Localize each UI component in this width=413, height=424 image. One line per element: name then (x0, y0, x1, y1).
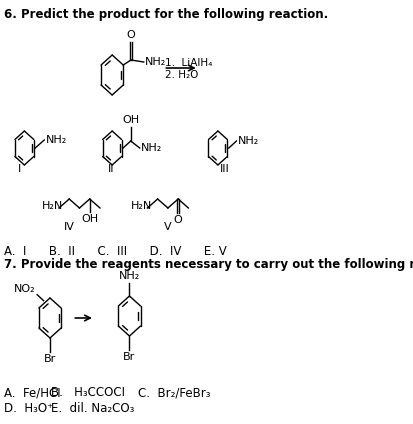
Text: NH₂: NH₂ (141, 143, 162, 153)
Text: I: I (18, 164, 21, 174)
Text: D.  H₃O⁺: D. H₃O⁺ (4, 402, 53, 415)
Text: A.  I      B.  II      C.  III      D.  IV      E. V: A. I B. II C. III D. IV E. V (4, 245, 226, 258)
Text: NH₂: NH₂ (237, 136, 259, 146)
Text: NH₂: NH₂ (45, 135, 66, 145)
Text: Br: Br (123, 352, 135, 362)
Text: NO₂: NO₂ (14, 284, 36, 294)
Text: NH₂: NH₂ (119, 271, 140, 281)
Text: V: V (164, 222, 171, 232)
Text: H₂N: H₂N (131, 201, 152, 211)
Text: 1.  LiAlH₄: 1. LiAlH₄ (165, 58, 212, 68)
Text: 2. H₂O: 2. H₂O (165, 70, 198, 80)
Text: B.   H₃CCOCI: B. H₃CCOCI (51, 386, 125, 399)
Text: 7. Provide the reagents necessary to carry out the following reaction.: 7. Provide the reagents necessary to car… (4, 258, 413, 271)
Text: O: O (126, 30, 135, 40)
Text: Br: Br (44, 354, 56, 364)
Text: E.  dil. Na₂CO₃: E. dil. Na₂CO₃ (51, 402, 134, 415)
Text: IV: IV (64, 222, 74, 232)
Text: H₂N: H₂N (42, 201, 63, 211)
Text: NH₂: NH₂ (144, 57, 165, 67)
Text: II: II (107, 164, 114, 174)
Text: OH: OH (122, 115, 139, 125)
Text: OH: OH (81, 214, 98, 224)
Text: C.  Br₂/FeBr₃: C. Br₂/FeBr₃ (138, 386, 210, 399)
Text: III: III (219, 164, 229, 174)
Text: 6. Predict the product for the following reaction.: 6. Predict the product for the following… (4, 8, 328, 21)
Text: A.  Fe/HCI: A. Fe/HCI (4, 386, 60, 399)
Text: O: O (173, 215, 182, 225)
